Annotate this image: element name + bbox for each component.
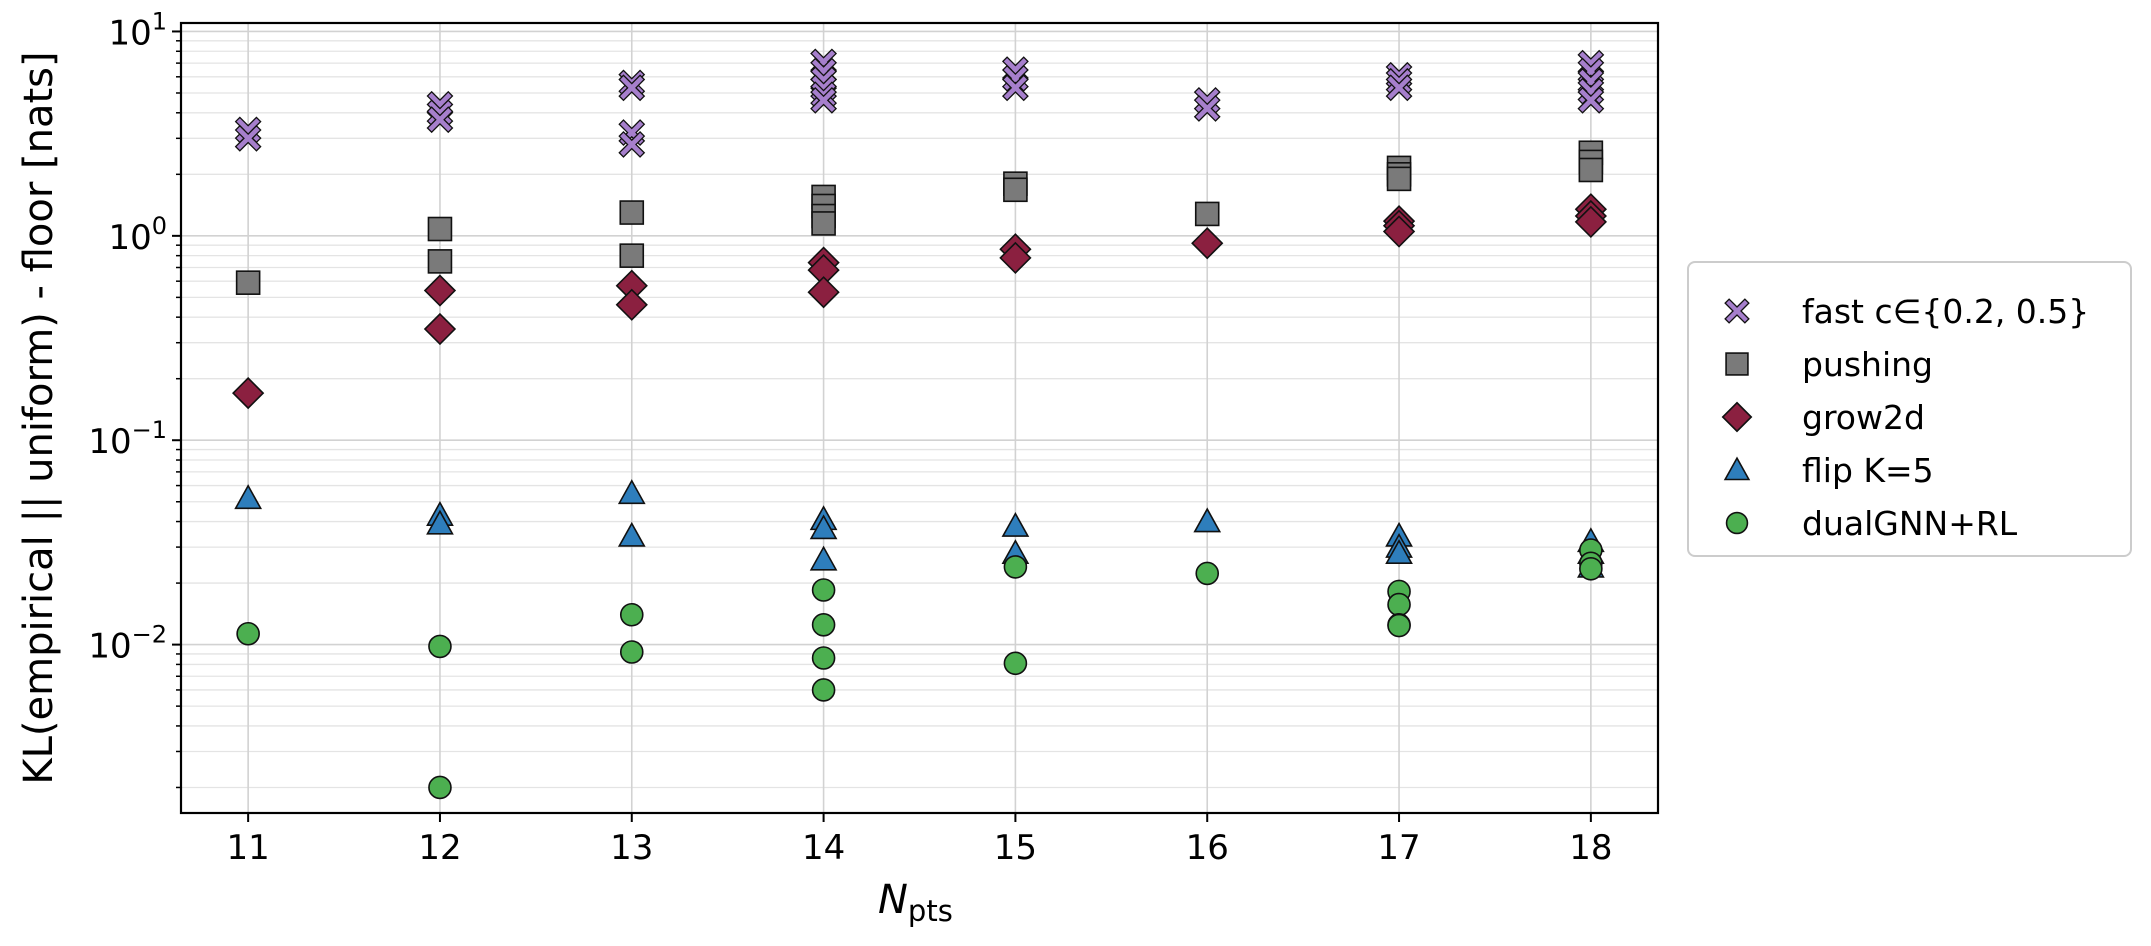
series-square bbox=[235, 140, 1604, 295]
x-tick-label: 16 bbox=[1186, 828, 1229, 868]
data-point bbox=[236, 621, 260, 646]
data-point bbox=[810, 86, 838, 114]
data-point bbox=[1579, 556, 1603, 581]
legend-label: flip K=5 bbox=[1802, 451, 1934, 490]
data-point bbox=[235, 270, 261, 295]
legend-frame bbox=[1687, 261, 2132, 557]
data-point bbox=[1195, 561, 1220, 586]
data-point bbox=[999, 241, 1032, 275]
data-point bbox=[617, 479, 646, 505]
data-point bbox=[811, 678, 836, 702]
data-point bbox=[1385, 74, 1413, 102]
data-point bbox=[427, 249, 453, 274]
x-tick-label: 18 bbox=[1569, 828, 1612, 868]
data-point bbox=[1387, 613, 1411, 638]
x-tick-label: 15 bbox=[994, 828, 1037, 868]
series-x bbox=[234, 48, 1605, 158]
data-point bbox=[428, 775, 452, 800]
data-point bbox=[1194, 201, 1220, 227]
y-tick-label: 101 bbox=[108, 7, 167, 53]
data-point bbox=[234, 484, 262, 510]
series-circle bbox=[236, 538, 1603, 800]
axis-labels: Npts KL(empirical || uniform) - floor [n… bbox=[16, 51, 953, 928]
data-point bbox=[1574, 205, 1607, 239]
x-axis-label-sub: pts bbox=[908, 894, 953, 928]
data-point bbox=[618, 74, 646, 102]
data-point bbox=[615, 288, 648, 321]
data-point bbox=[1386, 166, 1412, 192]
data-point bbox=[1193, 507, 1222, 533]
data-point bbox=[809, 545, 838, 571]
data-point bbox=[617, 521, 646, 547]
legend: fast c∈{0.2, 0.5} pushing grow2d flip K=5 du… bbox=[1687, 261, 2132, 557]
data-point bbox=[811, 578, 836, 602]
legend-label: dualGNN+RL bbox=[1802, 504, 2018, 543]
x-tick-label: 14 bbox=[802, 828, 845, 868]
series-diamond bbox=[232, 193, 1607, 410]
data-point bbox=[1003, 555, 1028, 579]
x-axis-label-main: N bbox=[878, 877, 908, 923]
data-point bbox=[811, 613, 836, 637]
data-point bbox=[809, 514, 838, 540]
legend-marker bbox=[1721, 401, 1753, 433]
data-point bbox=[1382, 215, 1416, 248]
data-point bbox=[807, 276, 840, 309]
data-point bbox=[1577, 86, 1605, 114]
grid bbox=[181, 23, 1658, 813]
data-point bbox=[1003, 177, 1028, 203]
data-points bbox=[232, 48, 1607, 800]
legend-marker bbox=[1724, 298, 1750, 324]
data-point bbox=[428, 634, 452, 659]
data-point bbox=[619, 602, 644, 627]
legend-marker bbox=[1725, 511, 1749, 535]
data-point bbox=[811, 646, 836, 670]
x-tick-label: 13 bbox=[610, 828, 653, 868]
legend-marker bbox=[1723, 456, 1751, 481]
data-point bbox=[1003, 651, 1028, 676]
data-point bbox=[423, 312, 457, 346]
data-point bbox=[1191, 227, 1224, 260]
data-point bbox=[619, 640, 644, 664]
legend-label: fast c∈{0.2, 0.5} bbox=[1802, 292, 2089, 331]
legend-marker bbox=[1725, 352, 1749, 376]
data-point bbox=[1001, 511, 1030, 537]
legend-label: grow2d bbox=[1802, 398, 1925, 437]
y-axis-label: KL(empirical || uniform) - floor [nats] bbox=[16, 51, 62, 784]
data-point bbox=[618, 131, 646, 158]
x-tick-label: 11 bbox=[227, 828, 270, 868]
data-point bbox=[1385, 539, 1413, 565]
data-point bbox=[1001, 74, 1029, 102]
data-point bbox=[423, 274, 457, 307]
axis-ticks: 10−2 10−1 100 101 11 12 13 14 15 16 17 18 bbox=[88, 7, 1612, 868]
data-point bbox=[1387, 592, 1411, 617]
series-triangle bbox=[234, 479, 1605, 578]
data-point bbox=[1578, 157, 1604, 183]
data-point bbox=[619, 243, 645, 268]
data-point bbox=[619, 200, 645, 225]
data-point bbox=[426, 509, 454, 535]
x-tick-label: 12 bbox=[418, 828, 461, 868]
y-tick-label: 100 bbox=[108, 212, 167, 258]
data-point bbox=[811, 211, 836, 236]
data-point bbox=[234, 124, 262, 152]
y-tick-label: 10−1 bbox=[88, 416, 167, 462]
y-tick-label: 10−2 bbox=[88, 621, 167, 667]
legend-label: pushing bbox=[1802, 345, 1933, 384]
data-point bbox=[427, 216, 453, 242]
data-point bbox=[1193, 95, 1221, 122]
plot-frame bbox=[179, 21, 1660, 815]
data-point bbox=[426, 106, 454, 134]
x-tick-label: 17 bbox=[1377, 828, 1420, 868]
data-point bbox=[232, 376, 265, 410]
x-axis-label: Npts bbox=[878, 877, 953, 928]
